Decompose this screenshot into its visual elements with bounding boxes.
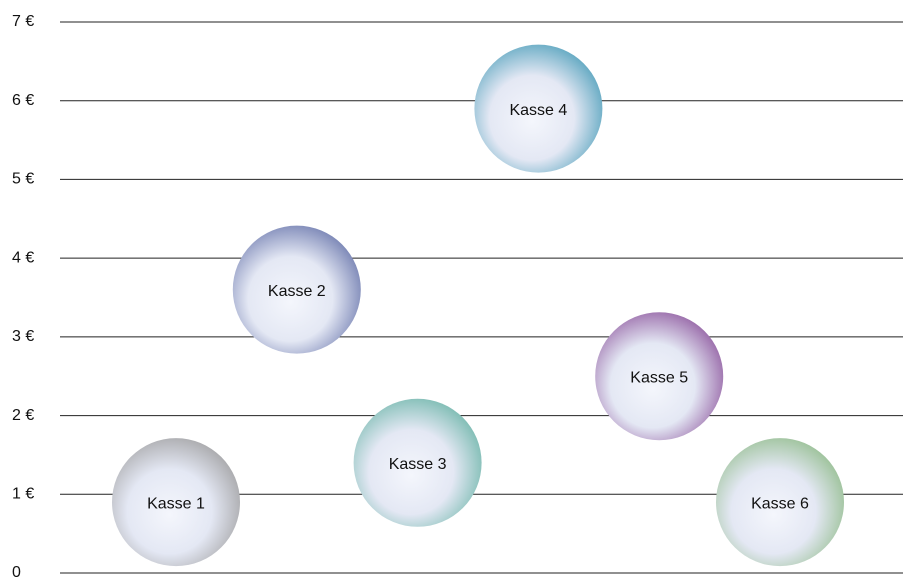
- bubble-label: Kasse 1: [147, 495, 205, 512]
- bubble: [474, 44, 603, 173]
- y-tick-label: 6 €: [12, 92, 34, 109]
- bubble-label: Kasse 5: [630, 369, 688, 386]
- y-tick-label: 2 €: [12, 407, 34, 424]
- y-tick-label: 1 €: [12, 486, 34, 503]
- y-tick-label: 7 €: [12, 13, 34, 30]
- bubble: [353, 398, 482, 527]
- y-tick-label: 4 €: [12, 249, 34, 266]
- bubble-label: Kasse 3: [389, 456, 447, 473]
- bubble: [232, 225, 361, 354]
- bubble: [595, 312, 724, 441]
- bubble-label: Kasse 6: [751, 495, 809, 512]
- y-tick-label: 3 €: [12, 328, 34, 345]
- bubble: [716, 438, 844, 567]
- bubble: [112, 438, 240, 567]
- y-tick-label: 0: [12, 564, 21, 577]
- bubble-label: Kasse 2: [268, 283, 326, 300]
- y-tick-label: 5 €: [12, 171, 34, 188]
- bubble-label: Kasse 4: [509, 102, 567, 119]
